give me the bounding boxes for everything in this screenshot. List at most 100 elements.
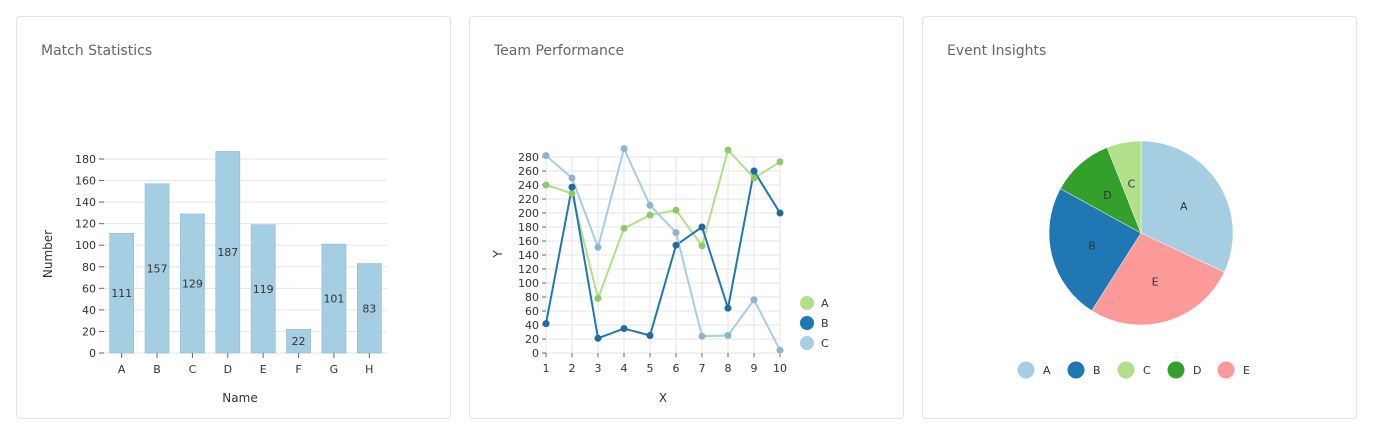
match-statistics-card: Match Statistics 0 20 40 60 80 100 120 140 160 18… xyxy=(16,16,451,419)
y-tick-label: 40 xyxy=(525,319,539,332)
team-performance-card: Team Performance 0 20 40 60 80 100 120 140 160 18… xyxy=(469,16,904,419)
data-point xyxy=(672,206,680,214)
x-tick-label: 7 xyxy=(699,362,706,375)
slice-label: A xyxy=(1180,200,1188,213)
x-tick-label: E xyxy=(260,363,267,376)
y-tick-label: 140 xyxy=(518,249,539,262)
data-point xyxy=(542,181,550,189)
data-point xyxy=(698,242,706,250)
x-tick-label: D xyxy=(224,363,232,376)
bar xyxy=(356,263,382,354)
y-tick-label: 100 xyxy=(75,239,96,252)
legend-swatch xyxy=(800,296,814,310)
y-tick-label: 40 xyxy=(82,304,96,317)
legend-swatch xyxy=(1067,361,1085,379)
bar xyxy=(180,213,205,354)
x-tick-label: C xyxy=(189,363,197,376)
legend-swatch xyxy=(1017,361,1035,379)
legend-label: B xyxy=(821,317,829,330)
data-point xyxy=(750,167,758,175)
x-tick-label: H xyxy=(365,363,373,376)
data-point xyxy=(594,334,602,342)
bar-value-label: 129 xyxy=(182,277,203,290)
data-point xyxy=(646,201,654,209)
data-point xyxy=(568,174,576,182)
data-point xyxy=(724,146,732,154)
y-tick-label: 280 xyxy=(518,151,539,164)
data-point xyxy=(724,304,732,312)
y-axis-label: Y xyxy=(491,250,505,259)
data-point xyxy=(594,294,602,302)
y-tick-label: 120 xyxy=(75,218,96,231)
card-title: Team Performance xyxy=(494,43,625,59)
x-tick-label: 5 xyxy=(647,362,654,375)
y-tick-label: 80 xyxy=(525,291,539,304)
x-tick-label: 1 xyxy=(543,362,550,375)
line-chart: 020406080100120140160180200220240260280 … xyxy=(491,145,829,405)
card-title: Event Insights xyxy=(947,43,1047,59)
bar-value-label: 111 xyxy=(111,287,132,300)
y-tick-label: 80 xyxy=(82,261,96,274)
x-tick-label: 6 xyxy=(673,362,680,375)
data-point xyxy=(750,296,758,304)
x-axis-label: X xyxy=(659,391,667,405)
x-tick-label: 3 xyxy=(595,362,602,375)
data-point xyxy=(542,320,550,328)
bar-value-label: 119 xyxy=(253,283,274,296)
y-tick-label: 140 xyxy=(75,196,96,209)
x-tick-label: B xyxy=(153,363,161,376)
y-tick-label: 0 xyxy=(89,347,96,360)
data-point xyxy=(620,325,628,332)
pie-slice xyxy=(1091,232,1225,326)
series-line xyxy=(545,168,781,340)
pie-slice xyxy=(1048,188,1142,312)
x-tick-label: A xyxy=(118,363,126,376)
y-tick-label: 60 xyxy=(525,305,539,318)
bar-value-label: 22 xyxy=(292,335,306,348)
y-tick-label: 0 xyxy=(532,347,539,360)
slice-label: C xyxy=(1128,177,1136,190)
y-tick-label: 180 xyxy=(75,153,96,166)
legend-label: E xyxy=(1243,364,1250,377)
data-point xyxy=(620,145,628,153)
bar-value-label: 157 xyxy=(147,262,168,275)
y-tick-label: 200 xyxy=(518,207,539,220)
data-point xyxy=(620,224,628,232)
data-point xyxy=(698,332,706,340)
data-point xyxy=(672,229,680,237)
data-point xyxy=(724,332,732,339)
bar-value-label: 83 xyxy=(362,302,376,315)
x-axis-label: Name xyxy=(222,391,257,405)
y-axis-label: Number xyxy=(41,230,55,278)
event-insights-card: Event Insights A E B D C A B C D E xyxy=(922,16,1357,419)
legend-swatch xyxy=(1117,361,1135,379)
series-line xyxy=(545,147,781,302)
legend-swatch xyxy=(800,316,814,330)
y-tick-label: 160 xyxy=(75,175,96,188)
data-point xyxy=(776,209,784,217)
data-point xyxy=(568,189,576,197)
pie-chart: A E B D C A B C D E xyxy=(1017,140,1250,379)
legend-label: C xyxy=(1143,364,1151,377)
legend-label: A xyxy=(821,297,829,310)
bar xyxy=(109,233,135,354)
legend-swatch xyxy=(1167,361,1185,379)
x-tick-label: F xyxy=(295,363,301,376)
bar-value-label: 187 xyxy=(217,246,238,259)
legend-label: A xyxy=(1043,364,1051,377)
y-tick-label: 180 xyxy=(518,221,539,234)
legend-label: D xyxy=(1193,364,1201,377)
legend-swatch xyxy=(800,336,814,350)
x-tick-label: 9 xyxy=(751,362,758,375)
pie-slice xyxy=(1140,140,1234,273)
data-point xyxy=(750,174,758,182)
y-tick-label: 60 xyxy=(82,282,96,295)
y-tick-label: 20 xyxy=(82,325,96,338)
data-point xyxy=(594,243,602,251)
y-tick-label: 120 xyxy=(518,263,539,276)
y-tick-label: 100 xyxy=(518,277,539,290)
slice-label: B xyxy=(1088,240,1096,253)
data-point xyxy=(646,332,654,339)
x-tick-label: 2 xyxy=(569,362,576,375)
slice-label: E xyxy=(1152,276,1159,289)
